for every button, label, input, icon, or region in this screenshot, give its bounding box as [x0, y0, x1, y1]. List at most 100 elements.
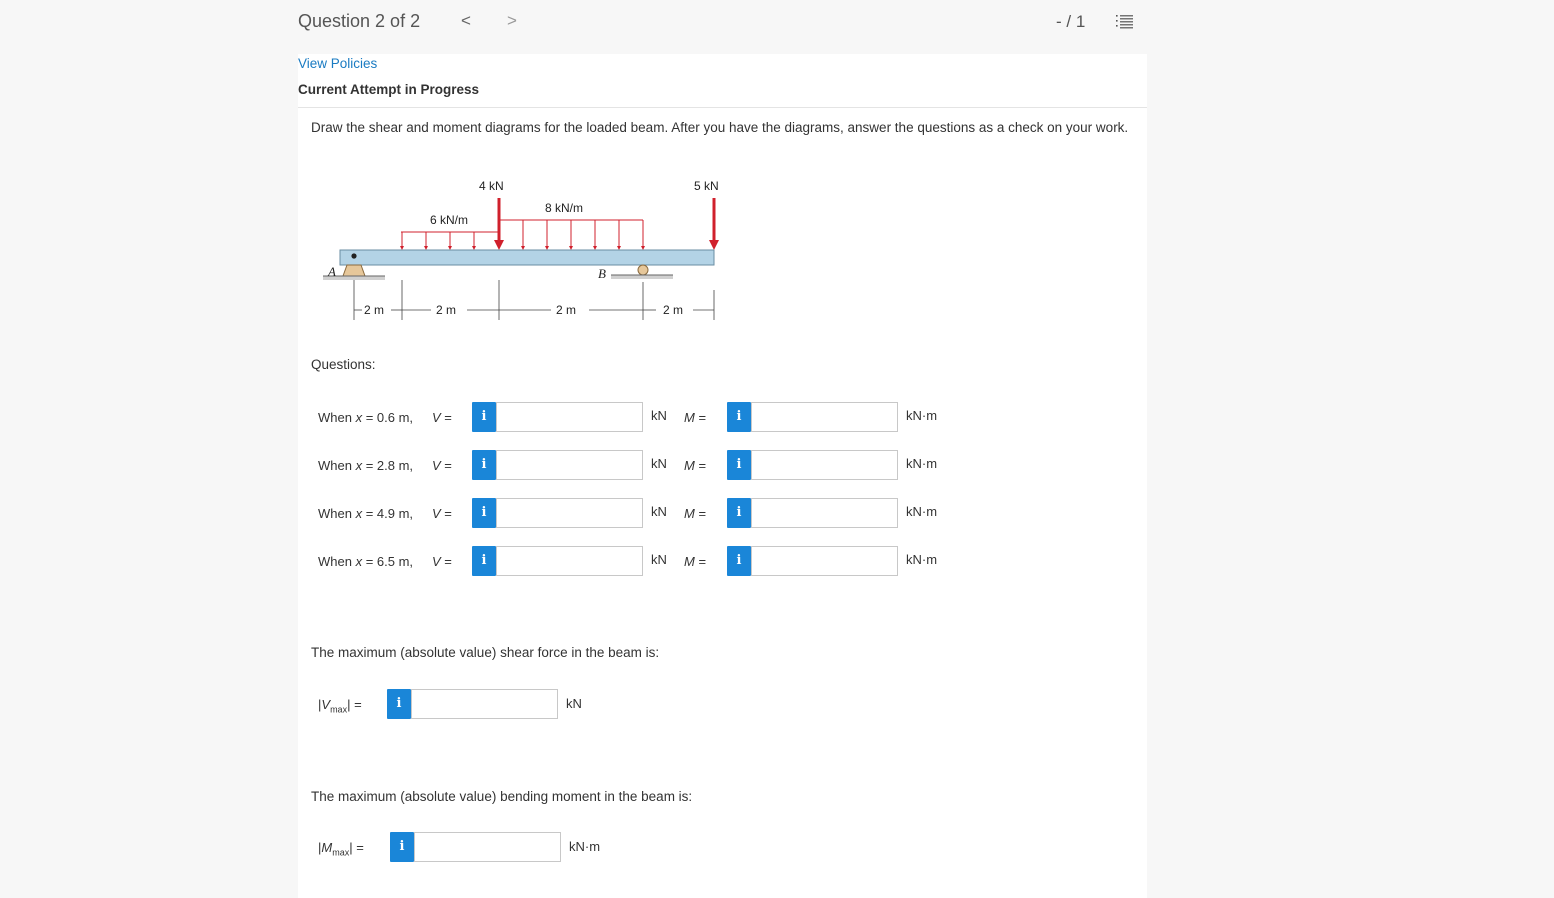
v-symbol: V: [432, 410, 441, 425]
previous-question-button[interactable]: <: [461, 11, 471, 30]
beam-figure: 4 kN 5 kN 6 kN/m 8 kN/m A B 2 m 2 m 2 m …: [311, 170, 743, 330]
mmax-label: |Mmax| =: [318, 840, 364, 858]
m-label: M =: [684, 554, 706, 569]
question-title: Question 2 of 2: [298, 11, 421, 31]
when-text: When: [318, 458, 356, 473]
v-symbol: V: [432, 554, 441, 569]
question-prompt: Draw the shear and moment diagrams for t…: [311, 120, 1129, 135]
info-button[interactable]: i: [472, 498, 496, 528]
question-row: When x = 4.9 m, V = i kN M = i kN·m: [318, 498, 958, 528]
v-label: V =: [432, 554, 452, 569]
question-list-icon[interactable]: [1115, 12, 1135, 32]
dimension-label-3: 2 m: [556, 303, 576, 317]
mmax-unit: kN·m: [569, 839, 601, 854]
point-load-5kN-arrow: [709, 198, 719, 250]
info-button[interactable]: i: [472, 546, 496, 576]
question-row: When x = 6.5 m, V = i kN M = i kN·m: [318, 546, 958, 576]
vmax-unit: kN: [566, 696, 582, 711]
vmax-symbol: V: [321, 697, 331, 712]
m-label: M =: [684, 458, 706, 473]
moment-unit: kN·m: [906, 504, 938, 519]
info-button[interactable]: i: [727, 450, 751, 480]
max-moment-row: |Mmax| = i kN·m: [318, 832, 638, 862]
abs-bar-close: | =: [347, 697, 362, 712]
top-bar: Question 2 of 2 < > - / 1: [0, 0, 1554, 46]
when-text: When: [318, 506, 356, 521]
point-load-4kN-arrow: [494, 198, 504, 250]
moment-input[interactable]: [751, 546, 898, 576]
info-button[interactable]: i: [472, 402, 496, 432]
divider: [298, 107, 1147, 108]
abs-bar-open: |: [318, 697, 322, 712]
shear-input[interactable]: [496, 402, 643, 432]
row-condition: When x = 2.8 m,: [318, 458, 413, 473]
label-8kN-per-m: 8 kN/m: [545, 201, 583, 215]
abs-bar-close: | =: [349, 840, 364, 855]
dimension-label-4: 2 m: [663, 303, 683, 317]
dimension-label-1: 2 m: [364, 303, 384, 317]
distributed-load-8-arrows: [499, 219, 645, 250]
equals-sign: =: [440, 506, 452, 521]
m-symbol: M: [684, 458, 695, 473]
mmax-subscript: max: [332, 847, 350, 858]
row-condition: When x = 6.5 m,: [318, 554, 413, 569]
x-variable: x: [355, 410, 363, 425]
moment-input[interactable]: [751, 498, 898, 528]
equals-sign: =: [440, 410, 452, 425]
v-symbol: V: [432, 506, 441, 521]
shear-unit: kN: [651, 504, 667, 519]
next-question-button[interactable]: >: [507, 11, 517, 30]
moment-input[interactable]: [751, 402, 898, 432]
max-shear-question: The maximum (absolute value) shear force…: [311, 645, 660, 660]
equals-sign: =: [440, 554, 452, 569]
shear-input[interactable]: [496, 546, 643, 576]
v-label: V =: [432, 410, 452, 425]
info-button[interactable]: i: [387, 689, 411, 719]
equals-sign: =: [440, 458, 452, 473]
x-value: = 6.5 m,: [362, 554, 414, 569]
moment-input[interactable]: [751, 450, 898, 480]
info-button[interactable]: i: [727, 498, 751, 528]
beam: [339, 249, 715, 266]
info-button[interactable]: i: [727, 546, 751, 576]
max-shear-row: |Vmax| = i kN: [318, 689, 638, 719]
info-button[interactable]: i: [727, 402, 751, 432]
moment-unit: kN·m: [906, 408, 938, 423]
equals-sign: =: [694, 458, 707, 473]
equals-sign: =: [694, 410, 707, 425]
row-condition: When x = 4.9 m,: [318, 506, 413, 521]
question-row: When x = 0.6 m, V = i kN M = i kN·m: [318, 402, 958, 432]
distributed-load-6-arrows: [400, 231, 499, 250]
attempt-status: Current Attempt in Progress: [298, 82, 480, 97]
x-variable: x: [355, 554, 363, 569]
v-symbol: V: [432, 458, 441, 473]
vmax-input[interactable]: [411, 689, 558, 719]
v-label: V =: [432, 506, 452, 521]
shear-unit: kN: [651, 456, 667, 471]
m-symbol: M: [684, 506, 695, 521]
view-policies-link[interactable]: View Policies: [298, 56, 378, 71]
x-variable: x: [355, 458, 363, 473]
m-label: M =: [684, 410, 706, 425]
shear-unit: kN: [651, 552, 667, 567]
info-button[interactable]: i: [472, 450, 496, 480]
label-4kN: 4 kN: [479, 179, 504, 193]
x-value: = 0.6 m,: [362, 410, 414, 425]
info-button[interactable]: i: [390, 832, 414, 862]
m-symbol: M: [684, 554, 695, 569]
question-row: When x = 2.8 m, V = i kN M = i kN·m: [318, 450, 958, 480]
mmax-input[interactable]: [414, 832, 561, 862]
label-6kN-per-m: 6 kN/m: [430, 213, 468, 227]
equals-sign: =: [694, 554, 707, 569]
x-value: = 2.8 m,: [362, 458, 414, 473]
m-label: M =: [684, 506, 706, 521]
moment-unit: kN·m: [906, 552, 938, 567]
vmax-label: |Vmax| =: [318, 697, 362, 715]
shear-input[interactable]: [496, 450, 643, 480]
label-support-a: A: [327, 264, 336, 279]
row-condition: When x = 0.6 m,: [318, 410, 413, 425]
shear-input[interactable]: [496, 498, 643, 528]
label-5kN: 5 kN: [694, 179, 719, 193]
when-text: When: [318, 554, 356, 569]
mmax-symbol: M: [321, 840, 333, 855]
